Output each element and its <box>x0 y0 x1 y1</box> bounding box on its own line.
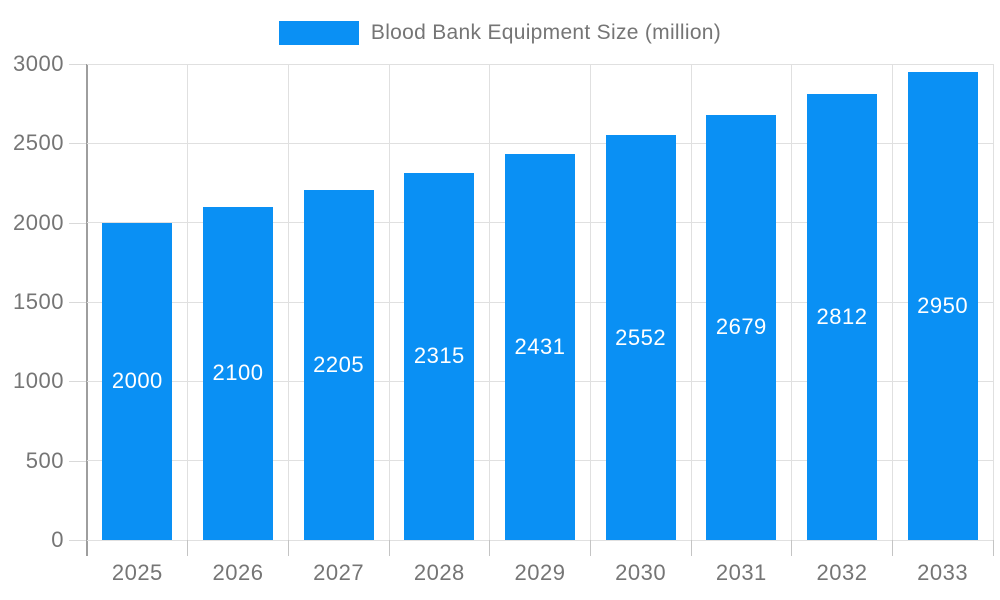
y-axis-label-2000: 2000 <box>13 209 64 235</box>
y-axis-tick-2000 <box>69 222 86 224</box>
gridline-y-3000 <box>87 63 993 65</box>
bar-2029[interactable]: 2431 <box>505 154 575 540</box>
y-axis-tick-3000 <box>69 64 86 65</box>
x-axis-label-2028: 2028 <box>413 560 465 585</box>
y-axis-label-500: 500 <box>25 447 64 473</box>
x-axis-tick-4 <box>489 540 491 556</box>
bar-2031[interactable]: 2679 <box>706 114 777 540</box>
bar-2033[interactable]: 2950 <box>907 71 978 540</box>
bar-2030[interactable]: 2552 <box>605 135 676 540</box>
bar-2026[interactable]: 2100 <box>203 206 273 540</box>
bar-2027[interactable]: 2205 <box>303 190 374 540</box>
x-axis-label-2025: 2025 <box>111 560 163 585</box>
gridline-x-5 <box>589 64 591 540</box>
x-axis-label-2033: 2033 <box>917 560 969 585</box>
bar-value-label-2029: 2431 <box>514 334 566 360</box>
bar-value-label-2033: 2950 <box>917 292 969 318</box>
bar-value-label-2027: 2205 <box>313 352 365 378</box>
x-axis-label-2032: 2032 <box>816 560 868 585</box>
bar-value-label-2026: 2100 <box>212 360 264 386</box>
x-axis-tick-3 <box>388 540 390 556</box>
bar-value-label-2031: 2679 <box>715 314 767 340</box>
bar-2032[interactable]: 2812 <box>807 93 877 540</box>
x-axis-label-2031: 2031 <box>715 560 767 585</box>
y-axis-tick-1000 <box>69 381 86 383</box>
x-axis-label-2027: 2027 <box>313 560 365 585</box>
gridline-x-4 <box>489 64 491 540</box>
y-axis-tick-2500 <box>69 143 86 145</box>
legend-swatch <box>278 21 359 45</box>
y-axis-tick-1500 <box>69 302 86 303</box>
bar-value-label-2032: 2812 <box>816 303 868 329</box>
bar-value-label-2030: 2552 <box>615 324 667 350</box>
gridline-x-8 <box>891 64 893 540</box>
y-axis-label-2500: 2500 <box>13 130 64 156</box>
gridline-x-6 <box>690 64 692 540</box>
x-axis-tick-5 <box>589 540 591 556</box>
legend-label: Blood Bank Equipment Size (million) <box>370 21 722 44</box>
x-axis-label-2026: 2026 <box>212 560 264 585</box>
x-axis-tick-7 <box>791 540 793 556</box>
x-axis-tick-2 <box>287 540 289 556</box>
gridline-x-7 <box>791 64 793 540</box>
bar-value-label-2028: 2315 <box>413 343 465 369</box>
gridline-x-1 <box>187 64 189 540</box>
y-axis-label-1500: 1500 <box>13 289 64 314</box>
y-axis-label-0: 0 <box>51 527 64 552</box>
x-axis-tick-1 <box>187 540 189 556</box>
gridline-x-2 <box>287 64 289 540</box>
bar-2028[interactable]: 2315 <box>404 172 475 540</box>
chart-legend[interactable]: Blood Bank Equipment Size (million) <box>0 21 1000 45</box>
y-axis-tick-500 <box>69 460 86 462</box>
bar-2025[interactable]: 2000 <box>102 222 173 540</box>
y-axis-label-3000: 3000 <box>13 51 64 76</box>
x-axis-tick-9 <box>992 540 994 556</box>
y-axis-line <box>86 64 88 556</box>
gridline-y-0 <box>87 539 993 541</box>
gridline-x-9 <box>992 64 994 540</box>
x-axis-label-2030: 2030 <box>615 560 667 585</box>
bar-value-label-2025: 2000 <box>111 368 163 394</box>
x-axis-label-2029: 2029 <box>514 560 566 585</box>
y-axis-tick-0 <box>69 540 86 541</box>
gridline-y-2500 <box>87 142 993 144</box>
plot-area: 2000 2100 2205 2315 2431 2552 2679 2812 2950 <box>87 63 994 541</box>
x-axis-tick-6 <box>690 540 692 556</box>
gridline-x-3 <box>388 64 390 540</box>
y-axis-label-1000: 1000 <box>13 368 64 394</box>
x-axis-tick-8 <box>891 540 893 556</box>
